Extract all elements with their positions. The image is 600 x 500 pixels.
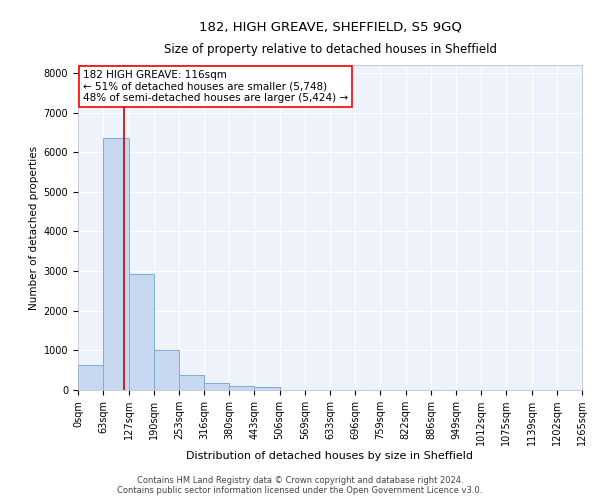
Y-axis label: Number of detached properties: Number of detached properties [29,146,40,310]
Bar [229,386,254,390]
Bar [204,383,229,390]
X-axis label: Distribution of detached houses by size in Sheffield: Distribution of detached houses by size … [187,451,473,461]
Bar [78,366,103,390]
Bar [254,387,280,390]
Bar [103,138,128,390]
Bar [154,350,179,390]
Bar [179,375,204,390]
Text: 182 HIGH GREAVE: 116sqm
← 51% of detached houses are smaller (5,748)
48% of semi: 182 HIGH GREAVE: 116sqm ← 51% of detache… [83,70,348,103]
Text: 182, HIGH GREAVE, SHEFFIELD, S5 9GQ: 182, HIGH GREAVE, SHEFFIELD, S5 9GQ [199,20,461,33]
Text: Size of property relative to detached houses in Sheffield: Size of property relative to detached ho… [163,42,497,56]
Text: Contains HM Land Registry data © Crown copyright and database right 2024.
Contai: Contains HM Land Registry data © Crown c… [118,476,482,495]
Bar [128,274,154,390]
